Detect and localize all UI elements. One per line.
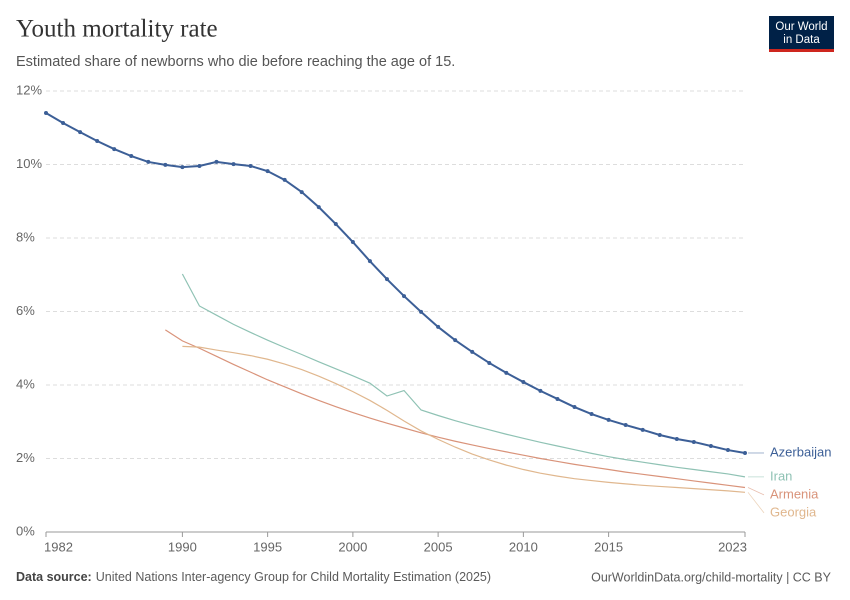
legend-label: Georgia [770, 504, 817, 519]
point [146, 159, 151, 164]
point [657, 432, 662, 437]
point [589, 412, 594, 417]
point [725, 448, 730, 453]
point [282, 177, 287, 182]
label-connector [747, 487, 765, 496]
point [61, 120, 66, 125]
point [265, 169, 270, 174]
point [436, 324, 441, 329]
x-tick-label: 2000 [338, 539, 367, 554]
point [453, 338, 458, 343]
series-line [182, 345, 746, 493]
series-line [45, 112, 746, 454]
point [95, 138, 100, 143]
source-label: Data source: [16, 570, 92, 584]
point [197, 163, 202, 168]
point [606, 417, 611, 422]
logo[interactable]: Our World in Data [769, 16, 834, 52]
point [44, 111, 48, 116]
x-tick-label: 1990 [168, 539, 197, 554]
point [231, 162, 236, 167]
point [248, 163, 253, 168]
point [487, 360, 492, 365]
logo-text: Our World [775, 21, 827, 33]
point [214, 159, 219, 164]
x-tick-label: 2005 [424, 539, 453, 554]
point [163, 162, 168, 167]
x-tick-label: 2023 [718, 539, 747, 554]
point [299, 190, 304, 195]
logo-text: in Data [783, 34, 820, 46]
y-tick-label: 8% [16, 229, 35, 244]
point [504, 370, 509, 375]
point [384, 277, 389, 282]
point [129, 154, 134, 159]
logo-box [769, 16, 834, 52]
point [419, 309, 424, 314]
point [572, 405, 577, 410]
y-tick-label: 4% [16, 376, 35, 391]
point [640, 427, 645, 432]
point [367, 259, 372, 264]
x-tick-label: 1995 [253, 539, 282, 554]
series-line [181, 273, 746, 478]
footer-source: Data source: United Nations Inter-agency … [16, 570, 491, 584]
y-tick-label: 6% [16, 303, 35, 318]
series-line [165, 329, 746, 489]
point [112, 147, 117, 152]
point [180, 165, 185, 170]
point [470, 349, 475, 354]
point [521, 380, 526, 385]
point [691, 439, 696, 444]
point [674, 437, 679, 442]
x-tick-label: 2010 [509, 539, 538, 554]
point [350, 240, 355, 245]
source-text: United Nations Inter-agency Group for Ch… [96, 570, 491, 584]
point [555, 396, 560, 401]
point [708, 444, 713, 449]
y-tick-label: 2% [16, 450, 35, 465]
legend-label: Iran [770, 468, 792, 483]
footer-link[interactable]: OurWorldinData.org/child-mortality | CC … [591, 570, 832, 584]
legend-label: Azerbaijan [770, 444, 831, 459]
point [538, 388, 543, 393]
label-connector [747, 492, 765, 514]
y-tick-label: 10% [16, 156, 42, 171]
point [623, 423, 628, 428]
logo-bar [769, 49, 834, 52]
point [316, 205, 321, 210]
point [333, 222, 338, 227]
legend-label: Armenia [770, 486, 819, 501]
chart-title: Youth mortality rate [16, 16, 218, 43]
point [402, 294, 407, 299]
y-tick-label: 12% [16, 82, 42, 97]
y-tick-label: 0% [16, 523, 35, 538]
point [78, 130, 83, 135]
chart-subtitle: Estimated share of newborns who die befo… [16, 54, 455, 70]
x-tick-label: 1982 [44, 539, 73, 554]
point [743, 450, 747, 455]
x-tick-label: 2015 [594, 539, 623, 554]
